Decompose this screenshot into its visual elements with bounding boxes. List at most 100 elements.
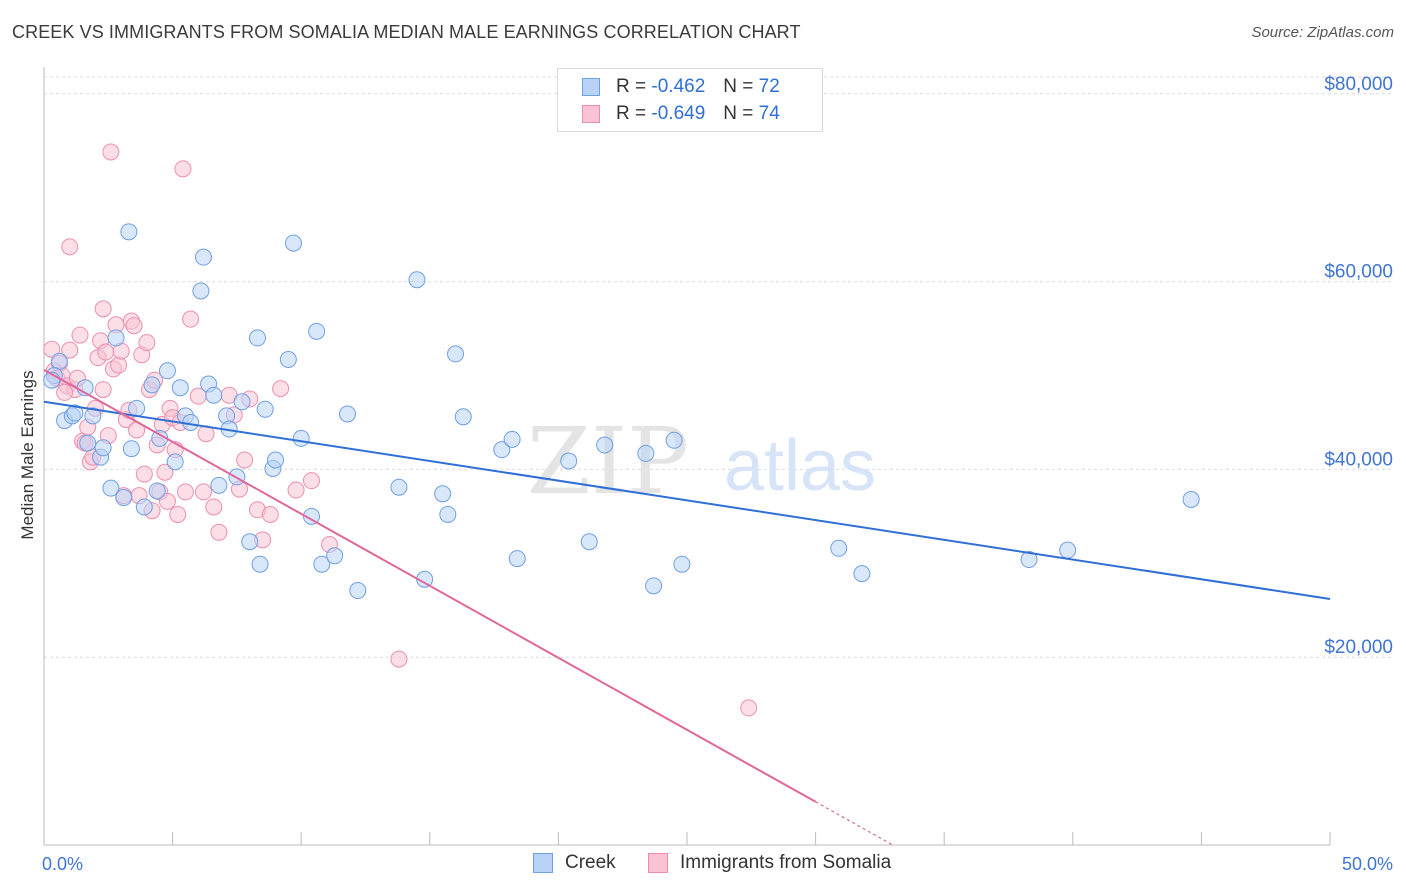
data-point-creek — [454, 408, 472, 426]
y-tick-label: $40,000 — [1324, 449, 1393, 470]
y-tick-label: $80,000 — [1324, 74, 1393, 95]
bottom-legend-label-creek: Creek — [565, 852, 616, 873]
data-point-creek — [120, 223, 138, 241]
data-point-creek — [251, 555, 269, 573]
data-point-somalia — [94, 300, 112, 318]
legend-row-somalia: R = -0.649 N = 74 — [582, 101, 780, 127]
legend-swatch-creek — [582, 78, 600, 96]
data-point-creek — [326, 547, 344, 565]
legend-n-label: N = — [723, 103, 754, 124]
data-point-creek — [279, 351, 297, 369]
data-point-creek — [560, 452, 578, 470]
data-point-creek — [338, 405, 356, 423]
data-point-creek — [830, 539, 848, 557]
x-tick-labels: 0.0% 50.0% — [42, 854, 1393, 874]
data-point-creek — [135, 498, 153, 516]
data-point-creek — [447, 345, 465, 363]
data-point-creek — [439, 505, 457, 523]
data-point-somalia — [236, 451, 254, 469]
data-point-somalia — [176, 483, 194, 501]
data-point-creek — [1059, 541, 1077, 559]
data-point-somalia — [174, 160, 192, 178]
bottom-legend-label-somalia: Immigrants from Somalia — [680, 852, 892, 873]
y-axis-label: Median Male Earnings — [18, 370, 37, 539]
data-point-creek — [210, 476, 228, 494]
trend-line-somalia-extension — [815, 801, 894, 846]
data-point-creek — [1182, 490, 1200, 508]
watermark-atlas: atlas — [724, 426, 876, 506]
data-point-creek — [94, 439, 112, 457]
data-point-creek — [148, 482, 166, 500]
data-point-creek — [79, 434, 97, 452]
data-point-creek — [122, 440, 140, 458]
data-point-creek — [665, 431, 683, 449]
trend-lines — [43, 368, 1331, 846]
data-point-creek — [266, 451, 284, 469]
data-point-creek — [128, 399, 146, 417]
data-point-creek — [171, 379, 189, 397]
source-label: Source: ZipAtlas.com — [1251, 24, 1394, 41]
watermark-zip: ZIP — [527, 408, 689, 515]
data-point-creek — [580, 533, 598, 551]
data-point-creek — [503, 430, 521, 448]
data-point-creek — [233, 393, 251, 411]
data-point-somalia — [287, 481, 305, 499]
bottom-legend-creek: Creek — [533, 852, 616, 874]
data-point-somalia — [169, 505, 187, 523]
data-point-somalia — [97, 343, 115, 361]
data-point-creek — [143, 376, 161, 394]
data-point-creek — [107, 329, 125, 347]
data-point-somalia — [158, 492, 176, 510]
bottom-legend-swatch-somalia — [648, 853, 668, 873]
data-point-creek — [1020, 551, 1038, 569]
data-point-creek — [66, 404, 84, 422]
data-point-creek — [256, 400, 274, 418]
x-tick-label: 0.0% — [42, 854, 83, 874]
data-point-creek — [158, 362, 176, 380]
data-point-creek — [508, 550, 526, 568]
data-point-somalia — [110, 356, 128, 374]
data-point-creek — [308, 322, 326, 340]
data-point-somalia — [61, 238, 79, 256]
data-point-somalia — [302, 472, 320, 490]
y-tick-labels: $20,000 $40,000 $60,000 $80,000 — [1324, 74, 1393, 658]
data-point-somalia — [135, 465, 153, 483]
legend-r-value: -0.649 — [651, 103, 706, 124]
data-point-creek — [673, 555, 691, 573]
data-point-creek — [284, 234, 302, 252]
data-point-somalia — [138, 334, 156, 352]
series-creek-points — [43, 223, 1200, 600]
data-point-creek — [102, 479, 120, 497]
data-point-creek — [302, 507, 320, 525]
legend-r-label: R = — [616, 103, 647, 124]
data-point-somalia — [272, 380, 290, 398]
data-point-creek — [434, 485, 452, 503]
data-point-somalia — [71, 326, 89, 344]
data-point-somalia — [210, 523, 228, 541]
data-point-creek — [292, 429, 310, 447]
data-point-somalia — [390, 650, 408, 668]
data-point-somalia — [61, 341, 79, 359]
legend-n-value: 72 — [758, 76, 780, 97]
trend-line-creek — [43, 400, 1331, 600]
data-point-creek — [241, 533, 259, 551]
data-point-somalia — [261, 505, 279, 523]
data-point-creek — [84, 407, 102, 425]
data-point-creek — [205, 386, 223, 404]
data-point-creek — [637, 444, 655, 462]
axes — [43, 67, 1331, 846]
data-point-somalia — [102, 143, 120, 161]
data-point-creek — [349, 582, 367, 600]
trend-line-somalia — [43, 368, 817, 803]
data-point-somalia — [740, 699, 758, 717]
data-point-somalia — [182, 310, 200, 328]
data-point-somalia — [156, 463, 174, 481]
legend-n-value: 74 — [758, 103, 780, 124]
data-point-somalia — [205, 498, 223, 516]
legend-r-label: R = — [616, 76, 647, 97]
data-point-creek — [194, 248, 212, 266]
legend-swatch-somalia — [582, 105, 600, 123]
data-point-creek — [192, 282, 210, 300]
data-point-somalia — [94, 381, 112, 399]
